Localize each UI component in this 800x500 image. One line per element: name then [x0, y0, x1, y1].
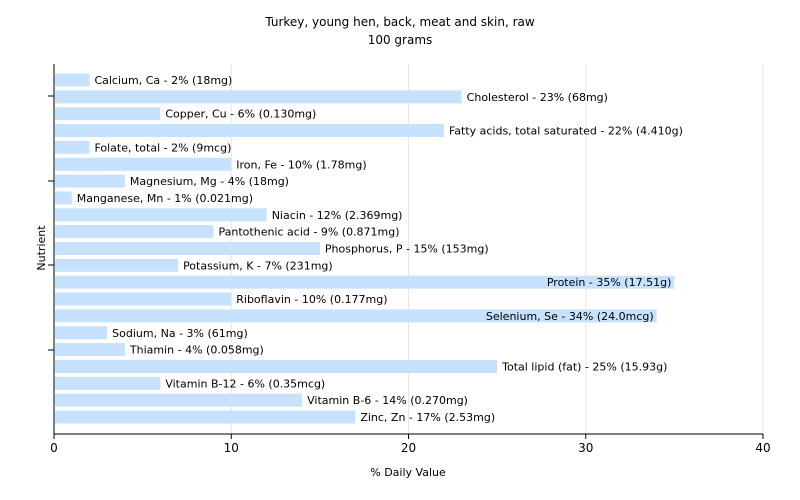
- x-tick-label: 30: [578, 441, 593, 455]
- bar: [55, 326, 108, 340]
- bar-label: Iron, Fe - 10% (1.78mg): [236, 158, 366, 171]
- x-ticks: 0 10 20 30 40: [50, 434, 771, 455]
- bar-label: Fatty acids, total saturated - 22% (4.41…: [449, 125, 683, 138]
- y-axis-label: Nutrient: [35, 225, 48, 271]
- bar: [55, 191, 72, 205]
- bar: [55, 157, 232, 171]
- bar: [55, 225, 214, 239]
- x-tick-label: 20: [401, 441, 416, 455]
- bar: [55, 208, 267, 222]
- x-tick-label: 40: [755, 441, 770, 455]
- bar-label: Manganese, Mn - 1% (0.021mg): [77, 192, 253, 205]
- bar-label: Niacin - 12% (2.369mg): [272, 209, 403, 222]
- chart-subtitle: 100 grams: [368, 33, 433, 47]
- bar-label: Sodium, Na - 3% (61mg): [112, 327, 248, 340]
- bar-label: Calcium, Ca - 2% (18mg): [94, 74, 232, 87]
- x-axis-label: % Daily Value: [370, 466, 446, 479]
- bar: [55, 292, 232, 306]
- bar: [55, 343, 125, 357]
- bar-label: Vitamin B-6 - 14% (0.270mg): [307, 394, 468, 407]
- bar: [55, 258, 179, 272]
- bar-label: Protein - 35% (17.51g): [547, 276, 672, 289]
- bar: [55, 124, 444, 138]
- x-tick-label: 0: [50, 441, 58, 455]
- bar-label: Total lipid (fat) - 25% (15.93g): [501, 360, 667, 373]
- bar-label: Vitamin B-12 - 6% (0.35mcg): [165, 377, 325, 390]
- bar-label: Potassium, K - 7% (231mg): [183, 259, 333, 272]
- bar-label: Riboflavin - 10% (0.177mg): [236, 293, 387, 306]
- bar-label: Copper, Cu - 6% (0.130mg): [165, 108, 316, 121]
- bar-label: Selenium, Se - 34% (24.0mcg): [486, 310, 654, 323]
- chart-title: Turkey, young hen, back, meat and skin, …: [264, 15, 535, 29]
- bar: [55, 73, 90, 87]
- bar-label: Cholesterol - 23% (68mg): [467, 91, 608, 104]
- bar: [55, 359, 498, 373]
- bar: [55, 242, 320, 255]
- bar: [55, 174, 125, 188]
- bar: [55, 393, 303, 407]
- bar: [55, 90, 462, 104]
- x-tick-label: 10: [224, 441, 239, 455]
- bar: [55, 309, 657, 323]
- bar: [55, 275, 675, 289]
- bar-label: Pantothenic acid - 9% (0.871mg): [219, 226, 400, 239]
- bar-label: Thiamin - 4% (0.058mg): [129, 344, 264, 357]
- bar-label: Phosphorus, P - 15% (153mg): [325, 243, 489, 256]
- bar-label: Magnesium, Mg - 4% (18mg): [130, 175, 289, 188]
- bar: [55, 140, 90, 154]
- bars: Calcium, Ca - 2% (18mg) Cholesterol - 23%…: [55, 73, 683, 424]
- bar-label: Folate, total - 2% (9mcg): [94, 141, 231, 154]
- bar: [55, 107, 161, 121]
- bar: [55, 410, 356, 424]
- bar-label: Zinc, Zn - 17% (2.53mg): [360, 411, 495, 424]
- bar: [55, 376, 161, 390]
